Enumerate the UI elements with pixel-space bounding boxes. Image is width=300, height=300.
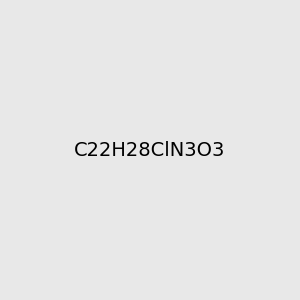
Text: C22H28ClN3O3: C22H28ClN3O3 bbox=[74, 140, 226, 160]
